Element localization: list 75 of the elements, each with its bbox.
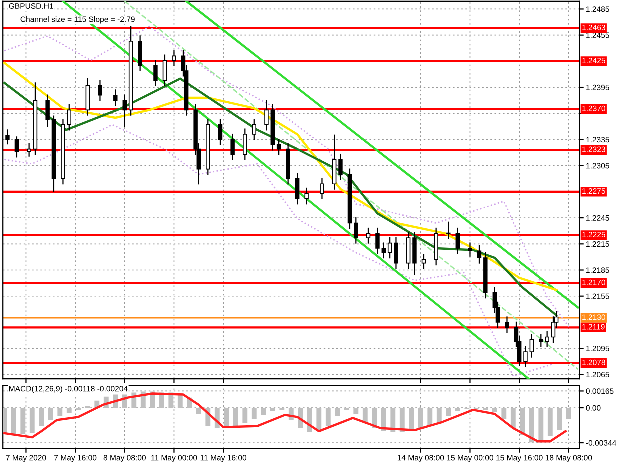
candlestick [530,334,534,358]
candlestick [46,94,50,128]
candlestick [524,346,528,368]
candlestick [422,254,426,270]
candlestick [304,188,309,205]
candlestick [394,238,398,270]
bar [446,408,452,416]
candlestick [477,245,482,264]
bar [538,408,544,441]
candlestick [67,104,72,131]
bar [316,408,322,432]
bar [11,408,16,434]
bar [520,408,526,436]
candlestick [122,94,128,128]
bar [390,408,396,432]
bar [48,408,54,420]
bar [58,408,63,416]
candlestick [6,130,10,145]
bar [233,408,238,426]
candlestick [14,136,20,158]
candlestick [446,222,451,240]
line-series [4,124,554,378]
candlestick [162,54,168,86]
bar [270,408,276,412]
bar [242,408,248,424]
bar [566,408,572,420]
candlestick [230,134,235,160]
bar [39,408,44,426]
line-series [4,78,558,317]
candlestick [468,242,472,257]
bar [492,408,498,412]
candlestick [264,100,269,131]
candlestick [218,119,223,146]
bar [85,406,90,408]
bar [409,408,414,432]
candlestick [338,154,343,180]
bar [196,408,202,414]
bar [510,408,516,428]
candlestick [276,139,282,156]
candlestick [172,50,176,66]
bar [455,408,460,412]
candlestick [252,119,257,140]
bar [252,408,257,420]
candlestick [388,238,392,259]
candlestick [366,228,371,244]
candlestick [382,242,386,259]
candlestick [98,80,102,102]
candlestick [27,144,32,157]
bar [326,408,331,426]
bar [20,408,26,434]
bar [557,408,562,430]
bar [502,408,507,420]
candlestick [320,178,324,200]
bar [529,408,534,443]
bar [418,408,424,430]
bar [428,408,433,426]
candlestick [505,316,510,334]
bar [354,408,359,414]
line-series [4,62,558,292]
candlestick [114,90,118,106]
candlestick [154,60,158,86]
candlestick [243,128,248,160]
line-series [4,392,567,443]
candlestick [354,217,358,244]
bar [335,408,340,416]
line-series [4,26,570,328]
candlestick [456,228,460,254]
candlestick [295,173,300,205]
bar [66,408,72,414]
candlestick [376,228,380,254]
bar [436,408,442,422]
bar [548,408,553,437]
bar [400,408,405,432]
bar [261,408,266,416]
bar [30,408,35,434]
